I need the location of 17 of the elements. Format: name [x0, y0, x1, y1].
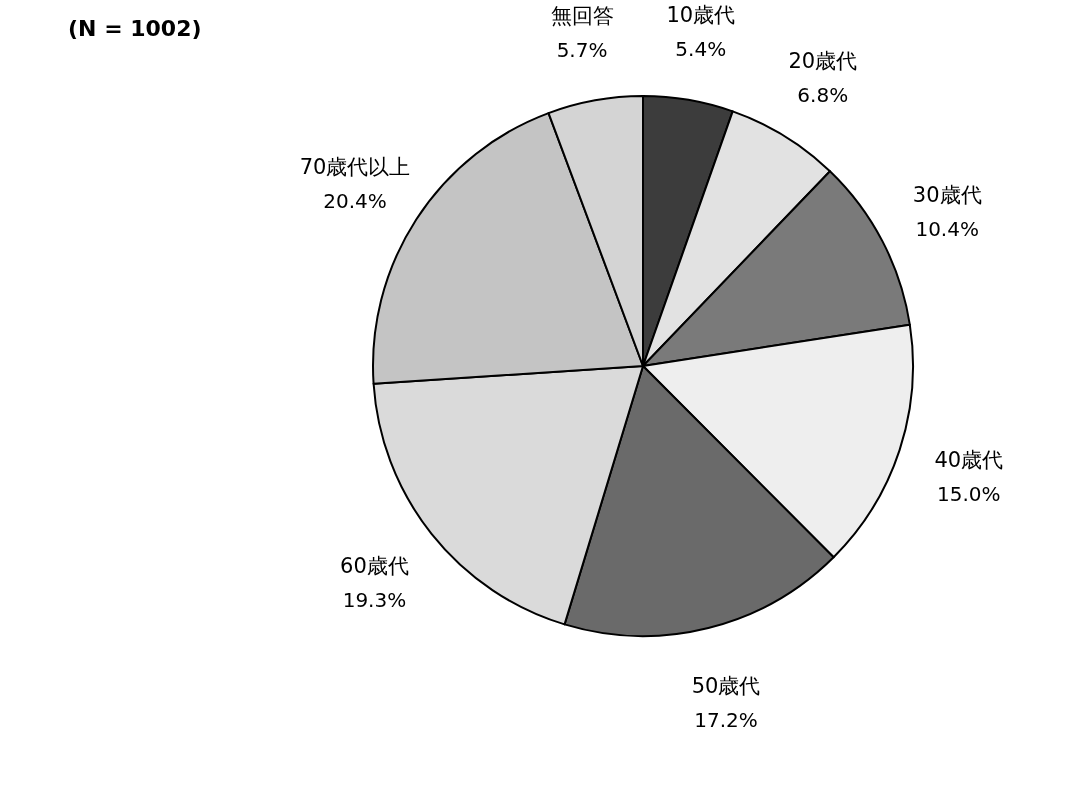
slice-label: 20歳代: [788, 49, 858, 73]
data-label: 15.0%: [937, 481, 1001, 506]
data-label: 5.7%: [556, 37, 608, 62]
data-label: 20.4%: [323, 188, 387, 213]
slice-label: 40歳代: [934, 447, 1004, 472]
slice-label: 10歳代: [666, 3, 736, 27]
slice-label: 50歳代: [691, 673, 761, 698]
data-label: 19.3%: [342, 588, 407, 613]
slice-label: 無回答: [550, 3, 614, 28]
data-label: 6.8%: [797, 83, 849, 107]
slice-label: 70歳代以上: [299, 154, 411, 179]
slice-label: 30歳代: [912, 182, 982, 207]
slice-label: 60歳代: [340, 554, 409, 579]
data-label: 5.4%: [675, 37, 727, 61]
text: (N = 1002): [68, 16, 202, 41]
data-label: 10.4%: [915, 216, 979, 241]
data-label: 17.2%: [694, 707, 758, 732]
